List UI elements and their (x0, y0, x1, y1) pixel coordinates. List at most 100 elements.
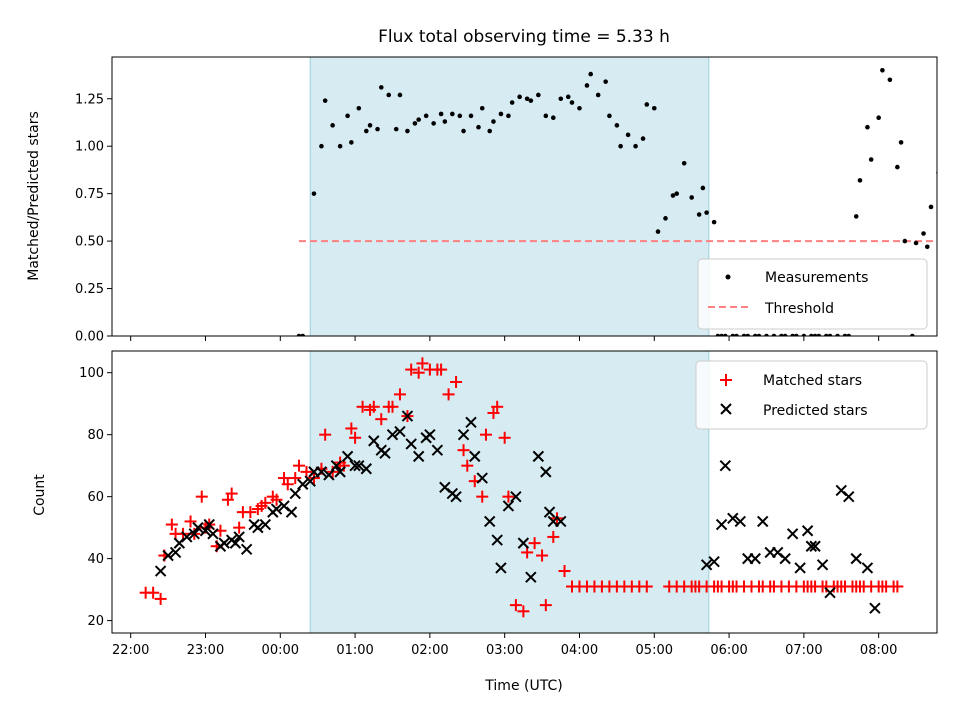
measurements-point (364, 128, 369, 134)
measurements-point (704, 210, 709, 215)
matched-stars-point (289, 472, 302, 485)
predicted-stars-point (555, 515, 567, 528)
measurements-point (865, 124, 870, 130)
predicted-stars-point (525, 571, 537, 583)
measurements-point (846, 333, 852, 336)
measurements-point (857, 178, 863, 183)
measurements-point (779, 333, 784, 336)
measurements-point (670, 193, 676, 198)
matched-stars-point (528, 537, 541, 550)
predicted-stars-point (349, 459, 361, 472)
matched-stars-point (412, 366, 425, 379)
predicted-stars-point (304, 475, 316, 487)
measurements-point (412, 121, 418, 126)
measurements-point (345, 113, 350, 119)
legend-threshold-label: Threshold (764, 301, 834, 317)
measurements-point (771, 333, 777, 336)
predicted-stars-point (484, 515, 496, 528)
predicted-stars-point (240, 543, 253, 556)
bottom-plot-frame (111, 350, 938, 634)
predicted-stars-point (199, 525, 212, 537)
predicted-stars-point (809, 540, 821, 552)
matched-stars-point (640, 580, 653, 593)
predicted-stars-point (779, 552, 791, 565)
matched-stars-point (195, 490, 208, 503)
predicted-stars-point (162, 549, 174, 562)
bottom-x-tick-label: 02:00 (411, 643, 448, 658)
measurements-point (651, 105, 657, 111)
measurements-point (618, 143, 623, 149)
matched-stars-point (558, 565, 571, 578)
measurements-point (476, 124, 481, 130)
predicted-stars-point (405, 438, 417, 450)
matched-stars-point (367, 400, 380, 413)
measurements-point (311, 191, 317, 196)
matched-stars-point (536, 549, 549, 562)
measurements-point (880, 67, 885, 73)
matched-stars-point (521, 546, 534, 559)
predicted-stars-point (192, 521, 204, 534)
matched-stars-point (270, 493, 283, 506)
measurements-point (640, 136, 646, 141)
measurements-point (644, 102, 650, 107)
measurements-point (558, 96, 564, 102)
predicted-stars-point (330, 459, 343, 472)
bottom-plot-content (139, 351, 904, 633)
measurements-point (595, 92, 601, 98)
predicted-stars-point (476, 472, 488, 484)
measurements-point (790, 333, 795, 336)
measurements-point (756, 333, 762, 336)
measurements-point (607, 113, 612, 119)
matched-stars-point (292, 459, 305, 472)
measurements-point (663, 216, 668, 221)
predicted-stars-point (801, 525, 814, 537)
predicted-stars-point (334, 466, 346, 478)
measurements-point (524, 96, 530, 102)
bottom-y-axis-label: Count (32, 474, 48, 516)
matched-stars-point (517, 605, 530, 618)
predicted-stars-point (816, 559, 829, 571)
top-plot-area (296, 57, 937, 336)
measurements-point (913, 240, 919, 246)
bottom-x-tick-label: 22:00 (112, 643, 149, 658)
legend-matched-marker (720, 374, 732, 386)
matched-stars-point (405, 363, 418, 376)
measurements-point (827, 333, 833, 336)
matched-stars-point (457, 444, 470, 457)
measurements-point (397, 92, 403, 98)
predicted-stars-point (510, 490, 522, 503)
matched-stars-point (416, 357, 429, 370)
matched-stars-point (435, 363, 448, 376)
predicted-stars-point (431, 444, 444, 456)
measurements-point (782, 333, 788, 336)
predicted-stars-point (394, 425, 406, 438)
predicted-stars-point (203, 518, 215, 531)
measurements-point (479, 105, 485, 111)
measurements-point (625, 132, 631, 138)
measurements-point (319, 143, 324, 149)
measurements-point (921, 231, 926, 236)
predicted-stars-point (469, 450, 481, 463)
matched-stars-point (386, 400, 399, 413)
measurements-point (438, 111, 444, 117)
measurements-point (895, 164, 900, 170)
bottom-legend: Matched stars Predicted stars (695, 360, 928, 430)
measurements-point (910, 333, 915, 336)
matched-stars-point (345, 422, 358, 435)
measurements-point (468, 113, 474, 119)
measurements-point (700, 185, 706, 191)
predicted-stars-point (368, 435, 380, 447)
measurements-point (375, 126, 380, 132)
top-y-axis: 0.00 0.25 0.50 0.75 1.00 1.25 (75, 92, 112, 345)
measurements-point (633, 143, 638, 149)
matched-stars-point (375, 413, 388, 426)
top-y-tick-label: 0.25 (75, 282, 104, 297)
measurements-point (794, 333, 799, 336)
matched-stars-point (891, 580, 904, 593)
matched-stars-point (319, 428, 332, 441)
predicted-stars-point (270, 503, 283, 515)
measurements-point (337, 143, 343, 149)
matched-stars-point (487, 406, 500, 419)
predicted-stars-point (465, 416, 477, 428)
top-y-tick-label: 0.75 (75, 187, 104, 202)
